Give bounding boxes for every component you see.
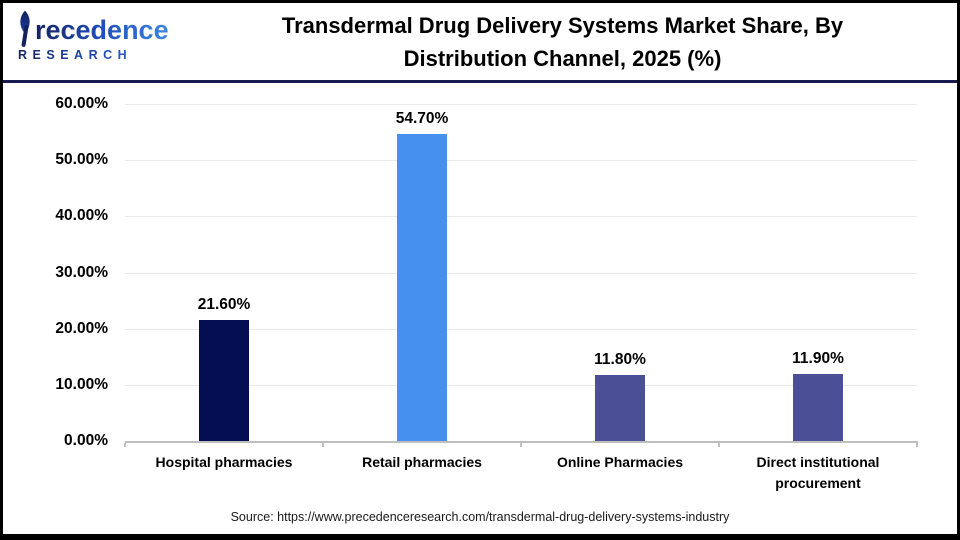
logo-research-text: RESEARCH (15, 48, 175, 62)
source-text: Source: https://www.precedenceresearch.c… (230, 510, 730, 524)
y-axis-label: 10.00% (55, 375, 108, 393)
gridline-30 (125, 272, 917, 274)
bar-value-label: 11.80% (594, 350, 646, 368)
precedence-logo: recedence RESEARCH (13, 10, 175, 62)
bar-online-pharmacies (595, 374, 645, 441)
chart-title-line1: Transdermal Drug Delivery Systems Market… (281, 13, 844, 38)
x-axis-line (125, 441, 918, 443)
logo-brand-text: recedence (35, 15, 169, 45)
bar-hospital-pharmacies (199, 319, 249, 441)
gridline-50 (125, 160, 917, 162)
x-axis-tick (322, 443, 324, 447)
y-axis-label: 0.00% (64, 432, 108, 449)
category-label: Online Pharmacies (556, 454, 684, 470)
bar-retail-pharmacies (397, 133, 447, 441)
x-axis-tick (916, 443, 918, 447)
x-axis-tick (718, 443, 720, 447)
logo-brand-row: recedence (13, 10, 175, 48)
y-axis-label: 60.00% (55, 95, 108, 112)
category-label: Direct institutional procurement (756, 454, 880, 491)
bar-value-label: 21.60% (197, 295, 251, 313)
gridline-10 (125, 384, 917, 386)
chart-title-line2: Distribution Channel, 2025 (%) (403, 46, 722, 71)
bar-value-label: 54.70% (395, 109, 449, 127)
gridline-60 (125, 104, 917, 105)
gridline-20 (125, 328, 917, 330)
y-axis-label: 50.00% (55, 151, 108, 169)
category-label: Retail pharmacies (362, 454, 482, 470)
bar-direct-institutional-procurement (793, 374, 843, 441)
logo-leaf-icon (13, 10, 37, 48)
y-axis-label: 40.00% (55, 207, 108, 225)
gridline-40 (125, 216, 917, 218)
chart-title: Transdermal Drug Delivery Systems Market… (173, 9, 952, 75)
y-axis-label: 20.00% (55, 319, 108, 337)
y-axis-label: 30.00% (55, 263, 108, 281)
bar-value-label: 11.90% (792, 350, 844, 368)
header-divider (3, 80, 957, 83)
x-axis-tick (520, 443, 522, 447)
category-label: Hospital pharmacies (155, 454, 293, 470)
x-axis-tick (124, 443, 126, 447)
